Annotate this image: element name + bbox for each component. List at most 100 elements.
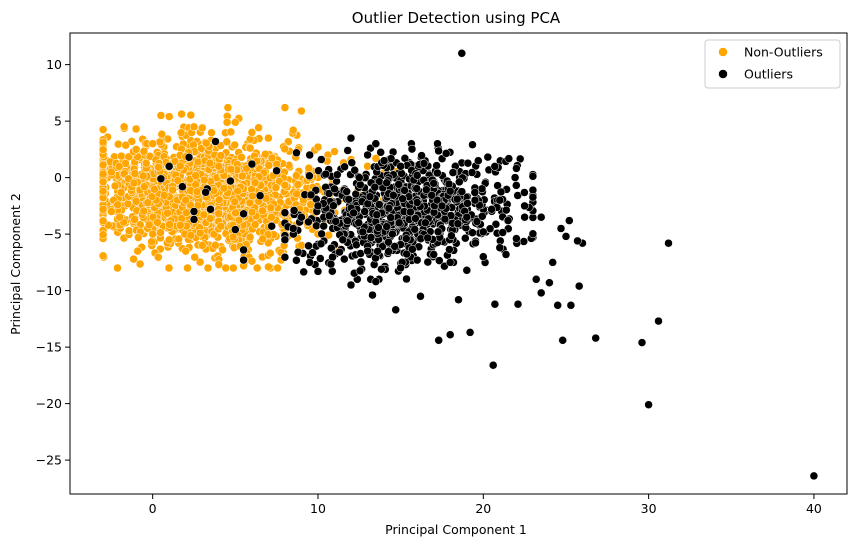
outlier-point — [292, 256, 301, 265]
outlier-point — [408, 245, 417, 254]
non-outlier-point — [123, 199, 133, 209]
outlier-point — [461, 233, 470, 243]
y-axis-label: Principal Component 2 — [8, 193, 23, 335]
non-outlier-point — [214, 195, 224, 205]
outlier-point — [490, 299, 500, 309]
outlier-point — [304, 241, 313, 251]
non-outlier-point — [155, 137, 165, 147]
outlier-point — [374, 223, 383, 232]
non-outlier-point — [119, 122, 129, 132]
outlier-point — [201, 188, 210, 197]
non-outlier-point — [264, 161, 274, 170]
non-outlier-point — [288, 125, 298, 135]
outlier-point — [400, 154, 410, 163]
outlier-point — [448, 168, 458, 177]
outlier-point — [566, 301, 576, 310]
outlier-point — [478, 212, 487, 221]
outlier-point — [312, 221, 321, 231]
outlier-point — [344, 195, 354, 204]
outlier-point — [553, 301, 562, 310]
outlier-point — [445, 258, 455, 267]
x-tick-label: 30 — [641, 501, 657, 516]
non-outlier-point — [130, 215, 139, 224]
outlier-point — [347, 158, 357, 167]
non-outlier-point — [159, 191, 169, 200]
non-outlier-point — [258, 234, 267, 244]
outlier-point — [433, 139, 442, 148]
outlier-point — [427, 191, 436, 200]
outlier-point — [429, 179, 438, 188]
outlier-point — [371, 277, 381, 286]
outlier-point — [321, 169, 331, 179]
outlier-point — [447, 231, 456, 240]
non-outlier-point — [182, 208, 191, 217]
non-outlier-point — [98, 204, 108, 214]
non-outlier-point — [98, 145, 108, 154]
outlier-point — [363, 246, 372, 256]
outlier-point — [373, 247, 382, 256]
outlier-point — [267, 221, 276, 231]
outlier-point — [280, 235, 290, 245]
outlier-point — [379, 156, 389, 165]
outlier-point — [528, 229, 538, 239]
outlier-point — [434, 336, 443, 345]
outlier-point — [363, 199, 373, 209]
outlier-point — [637, 338, 647, 347]
non-outlier-point — [163, 208, 172, 218]
non-outlier-point — [98, 125, 108, 134]
non-outlier-point — [154, 252, 163, 262]
non-outlier-point — [114, 162, 124, 171]
non-outlier-point — [164, 112, 174, 121]
y-tick-label: −15 — [36, 340, 62, 355]
outlier-point — [432, 195, 442, 205]
outlier-point — [372, 210, 382, 220]
outlier-point — [316, 254, 325, 263]
outlier-point — [365, 192, 375, 201]
outlier-point — [498, 228, 507, 237]
outlier-point — [304, 217, 313, 227]
outlier-point — [512, 181, 521, 190]
y-axis-ticks: 10 5 0 −5 −10 −15 −20 −25 — [36, 57, 70, 468]
outlier-point — [239, 209, 248, 219]
non-outlier-point — [254, 123, 263, 132]
non-outlier-point — [228, 232, 238, 242]
outlier-point — [325, 211, 334, 221]
non-outlier-point — [147, 237, 156, 246]
outlier-point — [503, 216, 513, 225]
outlier-point — [272, 166, 281, 176]
outlier-point — [317, 155, 326, 164]
non-outlier-point — [189, 140, 198, 150]
non-outlier-point — [273, 263, 282, 273]
non-outlier-point — [129, 178, 139, 188]
outlier-point — [360, 207, 369, 216]
non-outlier-point — [134, 233, 143, 242]
outlier-point — [376, 148, 385, 157]
outlier-point — [358, 227, 368, 237]
outlier-point — [470, 195, 480, 205]
x-axis-label: Principal Component 1 — [385, 522, 527, 537]
outlier-point — [316, 239, 326, 249]
outlier-point — [435, 256, 444, 265]
outlier-point — [317, 229, 326, 239]
non-outlier-point — [230, 140, 239, 150]
outlier-point — [368, 290, 377, 300]
non-outlier-point — [98, 230, 108, 239]
outlier-point — [382, 178, 391, 188]
outlier-point — [350, 165, 359, 175]
non-outlier-point — [183, 263, 192, 273]
outlier-point — [377, 264, 386, 274]
outlier-point — [462, 212, 472, 222]
non-outlier-point — [164, 235, 174, 245]
outlier-point — [512, 164, 521, 173]
outlier-point — [338, 235, 348, 245]
non-outlier-point — [110, 181, 120, 191]
outlier-point — [520, 188, 529, 197]
non-outlier-point — [186, 231, 196, 240]
outlier-point — [496, 187, 506, 197]
outlier-point — [485, 224, 495, 233]
non-outlier-point — [313, 142, 323, 152]
outlier-point — [356, 180, 365, 189]
non-outlier-point — [222, 137, 232, 147]
outlier-point — [324, 189, 334, 198]
outlier-point — [354, 218, 363, 227]
